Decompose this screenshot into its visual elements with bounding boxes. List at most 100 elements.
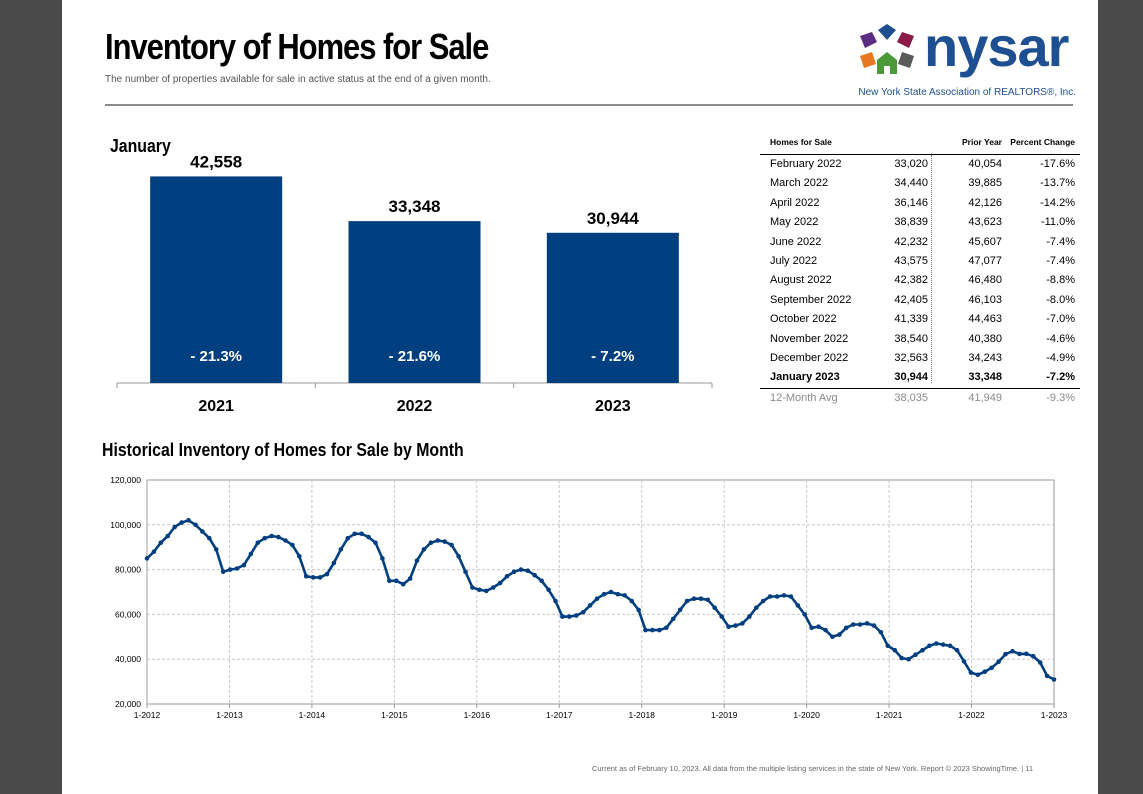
data-point bbox=[816, 624, 821, 629]
data-point bbox=[622, 593, 627, 598]
data-point bbox=[158, 540, 164, 545]
data-point bbox=[511, 569, 517, 575]
table-cell-prior: 45,607 bbox=[968, 235, 1002, 248]
data-point bbox=[691, 596, 697, 601]
bar-value-label: 33,348 bbox=[389, 197, 441, 216]
data-point bbox=[539, 578, 544, 584]
data-point bbox=[345, 535, 351, 541]
data-point bbox=[179, 520, 184, 525]
table-cell-current: 42,382 bbox=[894, 274, 928, 287]
logo-tagline: New York State Association of REALTORS®,… bbox=[858, 87, 1076, 98]
data-point bbox=[366, 534, 371, 540]
data-point bbox=[331, 560, 337, 566]
data-point bbox=[698, 596, 704, 601]
data-point bbox=[968, 670, 974, 675]
table-row: July 2022 43,575 47,077 -7.4% bbox=[760, 252, 1080, 271]
bar-value-label: 42,558 bbox=[190, 152, 242, 171]
data-point bbox=[740, 621, 745, 626]
table-cell-change: -7.4% bbox=[1046, 235, 1075, 248]
data-point bbox=[449, 542, 454, 548]
data-point bbox=[213, 547, 219, 552]
data-point bbox=[428, 540, 434, 545]
bar bbox=[546, 232, 679, 383]
data-point bbox=[435, 538, 441, 543]
data-point bbox=[1051, 677, 1057, 682]
table-cell-change: -7.4% bbox=[1046, 254, 1075, 267]
data-point bbox=[650, 627, 655, 633]
data-point bbox=[227, 567, 233, 572]
table-cell-current: 36,146 bbox=[894, 196, 928, 209]
data-point bbox=[664, 625, 669, 631]
table-cell-current: 34,440 bbox=[894, 177, 928, 190]
x-tick-label: 1-2019 bbox=[711, 710, 738, 720]
data-point bbox=[781, 593, 787, 598]
data-point bbox=[823, 627, 828, 633]
table-cell-change: -11.0% bbox=[1040, 216, 1075, 229]
table-row: November 2022 38,540 40,380 -4.6% bbox=[760, 330, 1080, 349]
data-point bbox=[1024, 651, 1029, 657]
table-cell-current: 30,944 bbox=[894, 371, 928, 384]
data-point bbox=[484, 588, 489, 594]
data-point bbox=[719, 614, 724, 619]
table-cell-label: November 2022 bbox=[770, 332, 849, 345]
data-point bbox=[615, 591, 621, 597]
table-row: December 2022 32,563 34,243 -4.9% bbox=[760, 349, 1080, 368]
x-tick-label: 1-2014 bbox=[299, 710, 326, 720]
table-cell-change: -7.0% bbox=[1046, 313, 1075, 326]
table-row: May 2022 38,839 43,623 -11.0% bbox=[760, 213, 1080, 232]
table-cell-label: July 2022 bbox=[770, 254, 818, 267]
bar-change-label: - 21.3% bbox=[190, 348, 242, 365]
table-cell-prior: 34,243 bbox=[968, 351, 1002, 364]
data-point bbox=[899, 655, 904, 661]
data-point bbox=[726, 624, 731, 629]
data-point bbox=[864, 621, 870, 626]
x-tick-label: 1-2012 bbox=[134, 710, 161, 720]
data-point bbox=[927, 643, 932, 649]
table-row: August 2022 42,382 46,480 -8.8% bbox=[760, 271, 1080, 290]
data-point bbox=[754, 605, 759, 610]
data-point bbox=[802, 612, 807, 617]
page-subtitle: The number of properties available for s… bbox=[105, 74, 491, 85]
data-point bbox=[657, 627, 662, 633]
data-point bbox=[906, 656, 911, 662]
data-point bbox=[1003, 651, 1008, 657]
data-point bbox=[532, 572, 537, 578]
bar-change-label: - 7.2% bbox=[591, 348, 634, 365]
line-chart-title: Historical Inventory of Homes for Sale b… bbox=[102, 440, 464, 460]
data-point bbox=[844, 625, 849, 631]
table-cell-prior: 43,623 bbox=[968, 216, 1002, 229]
data-point bbox=[186, 518, 191, 523]
homes-for-sale-table: Homes for Sale Prior Year Percent Change… bbox=[760, 132, 1080, 408]
data-point bbox=[940, 642, 946, 647]
data-point bbox=[954, 647, 960, 653]
table-cell-change: -4.9% bbox=[1046, 351, 1075, 364]
data-point bbox=[684, 598, 690, 604]
table-cell-current: 33,020 bbox=[894, 158, 928, 170]
table-cell-label: April 2022 bbox=[770, 196, 820, 209]
bar-category-label: 2021 bbox=[198, 398, 234, 415]
y-tick-label: 20,000 bbox=[115, 699, 141, 709]
x-tick-label: 1-2020 bbox=[793, 710, 820, 720]
table-cell-change: -8.8% bbox=[1046, 274, 1075, 287]
bar-chart-title: January bbox=[110, 136, 171, 156]
table-avg-row: 12-Month Avg 38,035 41,949 -9.3% bbox=[760, 389, 1080, 408]
table-row: March 2022 34,440 39,885 -13.7% bbox=[760, 174, 1080, 193]
bar bbox=[150, 176, 283, 383]
data-point bbox=[975, 672, 981, 678]
data-point bbox=[248, 551, 254, 557]
table-column-divider bbox=[931, 155, 933, 383]
page-title: Inventory of Homes for Sale bbox=[105, 26, 489, 67]
data-point bbox=[712, 605, 717, 610]
table-header-row: Homes for Sale Prior Year Percent Change bbox=[760, 132, 1080, 155]
data-point bbox=[380, 556, 385, 561]
data-point bbox=[234, 566, 240, 571]
data-point bbox=[809, 625, 814, 631]
data-point bbox=[421, 547, 427, 552]
data-point bbox=[747, 614, 752, 619]
x-tick-label: 1-2015 bbox=[381, 710, 408, 720]
x-tick-label: 1-2017 bbox=[546, 710, 573, 720]
data-point bbox=[394, 578, 399, 584]
table-cell-prior: 33,348 bbox=[968, 371, 1002, 384]
data-point bbox=[255, 540, 261, 545]
x-tick-label: 1-2022 bbox=[958, 710, 985, 720]
